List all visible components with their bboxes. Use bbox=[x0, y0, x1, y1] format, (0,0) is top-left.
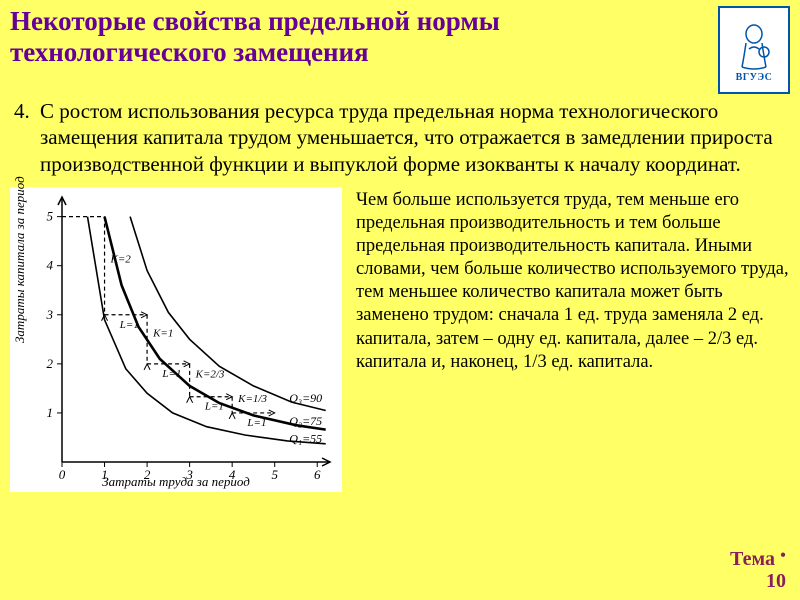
x-axis-label: Затраты труда за период bbox=[102, 474, 250, 490]
top-paragraph-block: 4. С ростом использования ресурса труда … bbox=[0, 96, 800, 181]
footer-topic: Тема ● 10 bbox=[730, 548, 786, 592]
side-paragraph: Чем больше используется труда, тем меньш… bbox=[356, 187, 790, 492]
svg-text:L=1: L=1 bbox=[246, 417, 266, 429]
svg-text:L=1: L=1 bbox=[204, 400, 224, 412]
svg-text:L=1: L=1 bbox=[119, 319, 139, 331]
page-title: Некоторые свойства предельной нормы техн… bbox=[10, 6, 690, 68]
svg-text:Q₂=75: Q₂=75 bbox=[289, 414, 322, 428]
svg-text:3: 3 bbox=[46, 307, 54, 322]
svg-text:5: 5 bbox=[47, 208, 54, 223]
top-paragraph: С ростом использования ресурса труда пре… bbox=[40, 98, 786, 177]
svg-text:6: 6 bbox=[314, 467, 321, 482]
svg-text:Q₁=55: Q₁=55 bbox=[289, 431, 322, 445]
logo-text: ВГУЭС bbox=[736, 72, 773, 83]
svg-text:K=2/3: K=2/3 bbox=[195, 368, 225, 380]
svg-text:2: 2 bbox=[47, 356, 54, 371]
svg-text:K=2: K=2 bbox=[110, 253, 132, 265]
svg-text:5: 5 bbox=[271, 467, 278, 482]
svg-text:Q₃=90: Q₃=90 bbox=[289, 391, 322, 405]
svg-text:4: 4 bbox=[47, 257, 54, 272]
bullet-icon: ● bbox=[780, 549, 786, 560]
svg-text:K=1: K=1 bbox=[152, 327, 173, 339]
svg-text:1: 1 bbox=[47, 405, 54, 420]
y-axis-label: Затраты капитала за период bbox=[12, 177, 28, 344]
footer-number: 10 bbox=[766, 570, 786, 592]
footer-label: Тема bbox=[730, 548, 775, 570]
svg-text:L=1: L=1 bbox=[161, 368, 181, 380]
isoquant-chart: Затраты капитала за период Затраты труда… bbox=[10, 187, 342, 492]
list-number: 4. bbox=[14, 98, 32, 124]
svg-text:0: 0 bbox=[59, 467, 66, 482]
svg-text:K=1/3: K=1/3 bbox=[237, 393, 267, 405]
university-logo: ВГУЭС bbox=[718, 6, 790, 94]
